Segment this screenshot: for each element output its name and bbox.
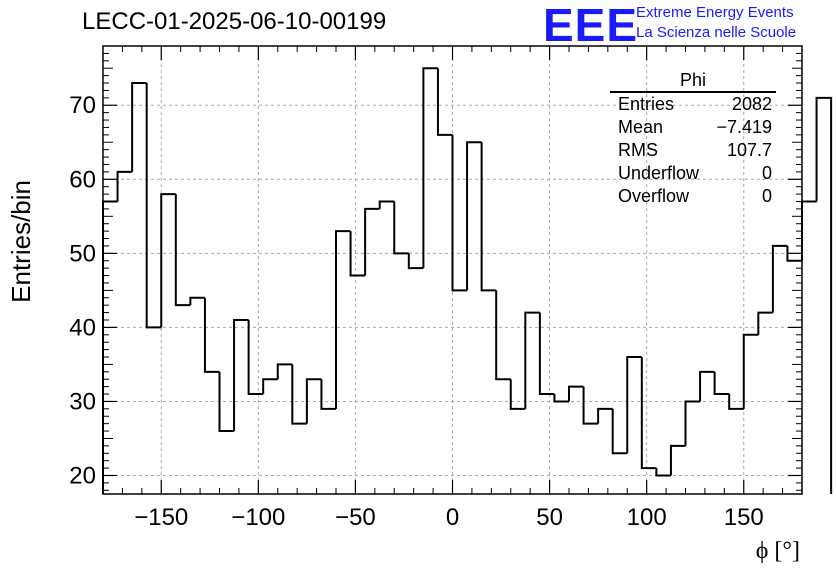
histogram-bin — [538, 312, 555, 396]
histogram-bin — [640, 357, 657, 470]
histogram-bin — [291, 364, 307, 425]
logo-line-1: Extreme Energy Events — [636, 4, 794, 21]
stats-value: 0 — [761, 163, 772, 183]
histogram-bin — [801, 200, 817, 261]
stats-value: 0 — [761, 186, 772, 206]
histogram-bin — [757, 311, 773, 335]
logo-text: Extreme Energy Events La Scienza nelle S… — [636, 3, 796, 43]
y-tick-label: 20 — [69, 462, 96, 489]
x-tick-label: −150 — [134, 504, 188, 531]
y-tick-label: 40 — [69, 314, 96, 341]
histogram-bin — [218, 371, 235, 433]
stats-value: −7.419 — [716, 117, 772, 137]
stats-row-entries: Entries 2082 — [610, 93, 776, 116]
histogram-bin — [611, 408, 628, 455]
eee-logo: EEE — [543, 0, 639, 51]
histogram-bin — [451, 134, 468, 292]
y-tick-label: 60 — [69, 166, 96, 193]
histogram-bin — [174, 194, 191, 307]
histogram-bin — [335, 230, 351, 409]
histogram-bin — [684, 400, 701, 446]
histogram-bin — [116, 170, 133, 202]
x-tick-label: 150 — [724, 504, 764, 531]
histogram-bin — [699, 370, 715, 402]
y-tick-label: 70 — [69, 92, 96, 119]
histogram-bin — [160, 193, 176, 328]
histogram-bin — [582, 386, 599, 425]
chart-title: LECC-01-2025-06-10-00199 — [82, 8, 387, 35]
x-tick-label: 0 — [446, 504, 459, 531]
histogram-bin — [305, 378, 322, 424]
histogram-bin — [815, 96, 833, 494]
x-tick-label: 50 — [536, 504, 563, 531]
histogram-bin — [655, 468, 671, 477]
stats-label: Underflow — [618, 163, 700, 183]
histogram-bin — [422, 67, 438, 269]
histogram-bin — [553, 394, 569, 403]
histogram-bin — [436, 68, 453, 136]
histogram-bin — [771, 244, 788, 313]
histogram-bin — [495, 290, 511, 381]
histogram-bin — [669, 444, 686, 476]
histogram-bin — [247, 319, 264, 396]
stats-row-rms: RMS 107.7 — [610, 139, 776, 162]
histogram-bin — [378, 200, 395, 209]
histogram-bin — [568, 385, 584, 402]
x-axis-label: ϕ [°] — [756, 538, 800, 564]
stats-label: RMS — [618, 140, 658, 160]
stats-box: Phi Entries 2082 Mean −7.419 RMS 107.7 U… — [610, 70, 776, 208]
histogram-bin — [713, 371, 730, 396]
x-tick-label: 100 — [627, 504, 667, 531]
stats-label: Entries — [618, 94, 675, 114]
y-tick-label: 30 — [69, 388, 96, 415]
histogram-bin — [480, 142, 497, 292]
histogram-bin — [320, 379, 336, 410]
stats-value: 2082 — [731, 94, 772, 114]
y-tick-label: 50 — [69, 240, 96, 267]
histogram-bin — [364, 207, 380, 276]
stats-row-overflow: Overflow 0 — [610, 185, 776, 208]
histogram-bin — [509, 379, 526, 410]
histogram-bin — [102, 200, 118, 494]
stats-row-underflow: Underflow 0 — [610, 162, 776, 185]
histogram-bin — [597, 407, 613, 424]
x-tick-label: −100 — [231, 504, 285, 531]
y-axis-label: Entries/bin — [6, 180, 36, 303]
grid-lines — [103, 46, 802, 494]
histogram-bin — [393, 201, 409, 255]
axes: −150 −100 −50 0 50 100 150 20 30 40 50 60 70 — [69, 45, 803, 531]
histogram-bin — [349, 231, 366, 277]
histogram-bin — [189, 296, 205, 306]
histogram-bin — [524, 311, 540, 409]
stats-label: Overflow — [618, 186, 690, 206]
histogram-bin — [262, 378, 278, 395]
stats-row-mean: Mean −7.419 — [610, 116, 776, 139]
stats-label: Mean — [618, 117, 664, 137]
histogram-bin — [626, 356, 642, 454]
histogram-bin — [233, 318, 249, 432]
stats-header: Phi — [610, 70, 776, 93]
logo-line-2: La Scienza nelle Scuole — [636, 24, 797, 41]
histogram-bin — [145, 83, 162, 329]
histogram-bin — [276, 363, 293, 380]
histogram-bin — [407, 253, 424, 270]
histogram-bin — [203, 297, 220, 373]
stats-value: 107.7 — [726, 140, 772, 160]
histogram-bin — [742, 333, 759, 409]
histogram-bin — [728, 394, 744, 410]
histogram-bin — [131, 82, 147, 172]
x-tick-label: −50 — [335, 504, 376, 531]
histogram-bin — [466, 141, 482, 291]
